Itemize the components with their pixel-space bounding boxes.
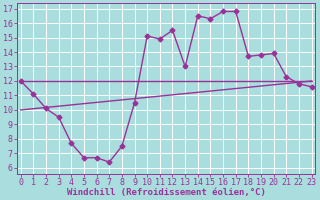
X-axis label: Windchill (Refroidissement éolien,°C): Windchill (Refroidissement éolien,°C) <box>67 188 266 197</box>
